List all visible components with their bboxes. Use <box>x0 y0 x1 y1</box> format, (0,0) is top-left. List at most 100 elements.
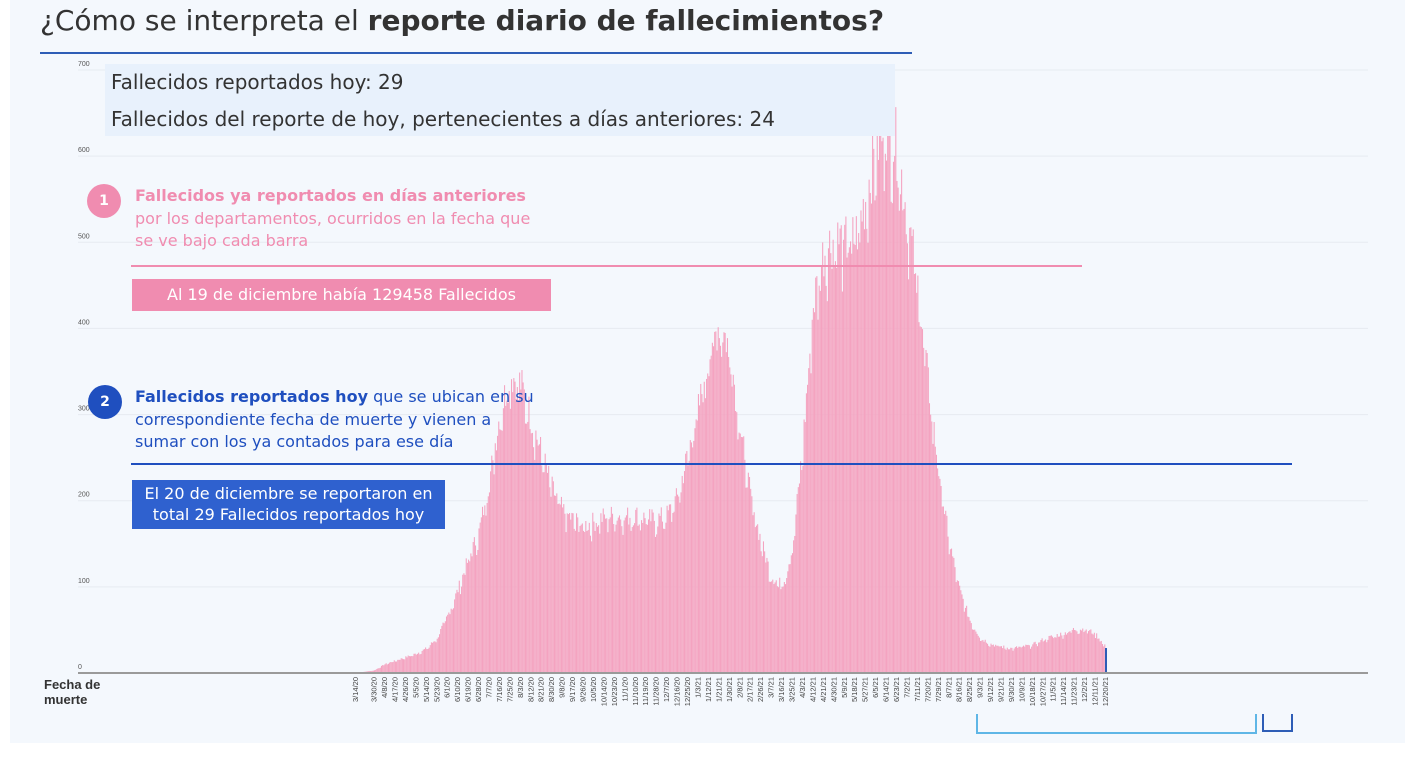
bar <box>620 519 622 673</box>
bar <box>520 389 522 673</box>
bar <box>605 518 607 673</box>
x-tick-label: 6/10/20 <box>453 677 462 702</box>
bar <box>695 419 697 673</box>
bar <box>744 459 746 673</box>
x-tick-label: 12/25/20 <box>683 677 692 706</box>
bar <box>1098 638 1100 673</box>
bar <box>452 608 455 673</box>
bar <box>969 620 971 673</box>
bar <box>843 239 845 673</box>
bar <box>1004 648 1006 673</box>
bar <box>934 446 936 673</box>
bar <box>845 216 847 673</box>
bar <box>767 561 769 673</box>
x-tick-label: 5/9/21 <box>840 677 849 698</box>
bar <box>522 382 524 673</box>
bar <box>874 200 876 674</box>
bar <box>766 557 768 673</box>
bar <box>823 276 825 673</box>
bar <box>847 252 849 673</box>
bar <box>1000 646 1002 673</box>
bar <box>825 285 827 673</box>
title-underline <box>40 52 912 54</box>
bar <box>624 517 626 673</box>
bar <box>654 536 657 673</box>
bar <box>531 432 533 673</box>
x-tick-label: 1/30/21 <box>725 677 734 702</box>
bar <box>858 233 860 674</box>
bar <box>671 521 673 673</box>
bar <box>743 436 745 673</box>
bar <box>865 201 867 673</box>
bar <box>758 539 760 673</box>
bar <box>694 428 696 673</box>
bar <box>796 494 798 673</box>
bar <box>495 450 497 673</box>
bar <box>839 228 841 673</box>
bar <box>451 609 453 673</box>
bar <box>1086 633 1088 673</box>
bar <box>718 338 720 673</box>
bar <box>1077 633 1079 673</box>
bar <box>964 607 967 673</box>
bar <box>953 557 955 673</box>
bar <box>963 611 965 673</box>
bar <box>564 513 566 673</box>
y-tick-label: 200 <box>78 492 90 499</box>
x-tick-label: 4/12/21 <box>808 677 817 702</box>
bar <box>450 608 452 673</box>
bar <box>742 437 744 673</box>
x-tick-label: 6/14/21 <box>882 677 891 702</box>
bar <box>749 476 751 673</box>
bar <box>910 227 912 673</box>
bar <box>493 474 495 673</box>
x-tick-label: 5/23/20 <box>432 677 441 702</box>
x-tick-label: 8/30/20 <box>547 677 556 702</box>
bar <box>752 515 754 673</box>
x-tick-label: 9/8/20 <box>558 677 567 698</box>
bar <box>923 347 925 673</box>
bar <box>469 561 471 673</box>
bar <box>841 291 843 673</box>
bar <box>1093 632 1095 673</box>
bar <box>456 589 458 673</box>
x-tick-label: 4/3/21 <box>798 677 807 698</box>
bar <box>519 372 521 673</box>
bar <box>788 564 790 673</box>
bar <box>369 670 371 673</box>
bar <box>918 322 920 673</box>
bar <box>862 198 864 673</box>
bar-series <box>357 101 1107 674</box>
x-tick-label: 2/17/21 <box>746 677 755 702</box>
bar <box>702 402 704 673</box>
reference-line-today <box>131 463 1292 465</box>
x-tick-label: 9/3/21 <box>976 677 985 698</box>
bar <box>853 243 855 674</box>
bar <box>507 402 509 673</box>
bar <box>602 508 604 673</box>
bar <box>966 605 968 673</box>
bar <box>728 357 730 673</box>
bar <box>1034 641 1036 673</box>
bar <box>622 534 624 673</box>
bar <box>816 276 818 673</box>
bar <box>875 195 877 673</box>
bar <box>646 524 648 673</box>
bar <box>480 517 482 673</box>
bar <box>516 387 518 673</box>
bar <box>675 488 677 673</box>
bar <box>1046 642 1048 673</box>
bar <box>895 107 897 674</box>
bar <box>1097 638 1099 673</box>
bar <box>872 129 874 673</box>
bar <box>666 505 668 673</box>
bar <box>409 656 412 673</box>
bar <box>664 528 666 673</box>
x-tick-label: 1/3/21 <box>693 677 702 698</box>
x-tick-label: 5/27/21 <box>861 677 870 702</box>
bar <box>393 660 395 673</box>
bar <box>764 551 766 673</box>
bar <box>606 518 608 673</box>
bar <box>801 470 803 673</box>
bar <box>713 346 715 673</box>
